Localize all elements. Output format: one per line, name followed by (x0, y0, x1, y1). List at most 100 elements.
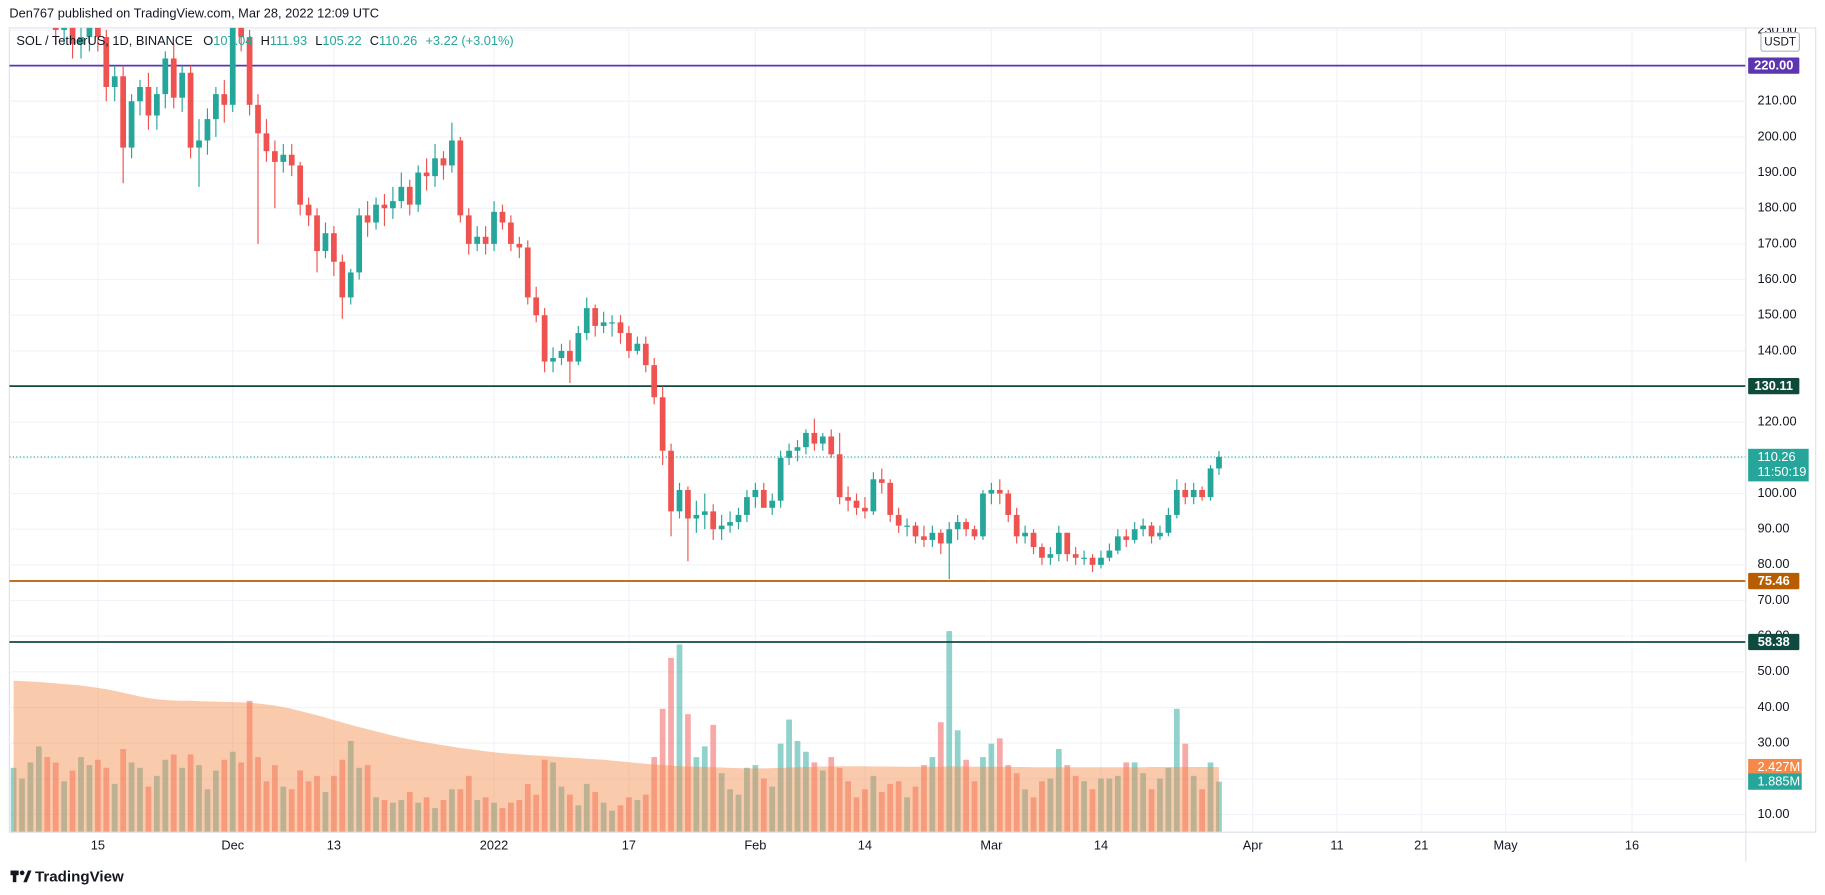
volume-bar (803, 751, 809, 833)
candle-body (954, 522, 961, 530)
volume-bar (137, 767, 143, 833)
candle-body (575, 333, 582, 362)
candle-body (828, 436, 835, 455)
candle-body (937, 532, 944, 544)
volume-bar (794, 741, 801, 833)
volume-bar (499, 808, 506, 833)
candle-body (963, 522, 969, 530)
currency-box[interactable] (1760, 32, 1800, 52)
candle-body (1072, 554, 1079, 558)
volume-bar (524, 783, 531, 833)
ohlc-label: O (203, 33, 213, 48)
volume-bar (398, 799, 405, 833)
candle-body (592, 308, 599, 326)
x-tick-label: Feb (744, 837, 766, 852)
volume-bar (238, 762, 245, 833)
candle-body (1005, 493, 1012, 515)
candle-body (69, 27, 76, 45)
volume-bar (154, 775, 160, 833)
level-label: 75.46 (1758, 573, 1790, 588)
candle-body (878, 479, 885, 483)
volume-bar (423, 797, 430, 833)
volume-bar (1140, 773, 1146, 833)
candle-body (642, 343, 649, 366)
ohlc-label: H (261, 33, 270, 48)
candle-body (617, 322, 624, 334)
candle-body (710, 511, 717, 530)
candle-body (1098, 557, 1104, 565)
candle-body (727, 522, 733, 526)
candle-body (1216, 456, 1222, 469)
candle-body (449, 140, 455, 166)
candle-body (120, 76, 127, 148)
volume-bar (575, 805, 582, 833)
volume-bar (752, 765, 759, 833)
volume-bar (1013, 773, 1020, 833)
candle-body (1148, 525, 1155, 537)
volume-bar (356, 767, 363, 833)
ohlc-value: 111.93 (270, 33, 307, 48)
currency[interactable]: USDT (1764, 36, 1796, 49)
volume-bar (811, 762, 818, 833)
candle-body (1055, 532, 1062, 555)
candle-body (1157, 532, 1163, 537)
volume-bar (887, 783, 894, 833)
volume-bar (69, 770, 76, 833)
volume-bar (508, 802, 514, 833)
x-tick-label: 16 (1625, 837, 1639, 852)
volume-bar (339, 759, 346, 833)
candle-body (567, 350, 573, 362)
volume-bar (1131, 762, 1138, 833)
volume-bar (1055, 749, 1062, 833)
volume-bar (364, 765, 371, 833)
volume-bar (52, 762, 59, 833)
y-tick-label: 10.00 (1757, 806, 1789, 821)
volume-bar (406, 791, 413, 833)
candle-body (1199, 489, 1205, 498)
candle-body (668, 450, 674, 512)
volume-bar (904, 797, 910, 833)
candle-body (238, 27, 245, 38)
y-tick-label: 210.00 (1757, 93, 1796, 108)
x-tick-label: 21 (1414, 837, 1428, 852)
volume-bar (853, 797, 860, 833)
volume-bar (845, 781, 851, 833)
candle-body (541, 315, 548, 362)
volume-bar (634, 799, 641, 833)
candle-body (213, 94, 219, 120)
candle-body (659, 397, 666, 451)
level-box (1748, 633, 1800, 651)
volume-bar (870, 775, 877, 833)
candle-body (78, 37, 84, 45)
volume-bar (44, 757, 51, 833)
x-tick-label: Mar (980, 837, 1003, 852)
volume-bar (19, 778, 25, 833)
volume-bar (1190, 775, 1197, 833)
volume-bar (1030, 797, 1037, 833)
y-tick-label: 80.00 (1757, 556, 1789, 571)
candle-body (651, 365, 658, 398)
volume-bar (1216, 781, 1222, 833)
candle-body (634, 343, 641, 351)
candle-body (1047, 554, 1054, 558)
candle-body (1064, 532, 1071, 555)
candle-body (221, 94, 228, 105)
volume-bar (229, 751, 236, 833)
candle-body (482, 236, 489, 244)
volume-bar (255, 757, 261, 833)
volume-bar (988, 743, 995, 833)
candle-body (1081, 557, 1087, 559)
volume-bar (786, 719, 792, 833)
volume-bar (204, 789, 211, 833)
x-tick-label: Dec (221, 837, 244, 852)
volume-bar (541, 759, 548, 833)
x-tick-label: 13 (327, 837, 341, 852)
volume-bar (1182, 743, 1189, 833)
volume-bar (128, 762, 135, 833)
candle-body (693, 514, 700, 519)
candle-body (794, 447, 801, 451)
candle-body (735, 514, 742, 523)
volume-bar (86, 765, 93, 833)
candle-body (558, 350, 565, 359)
